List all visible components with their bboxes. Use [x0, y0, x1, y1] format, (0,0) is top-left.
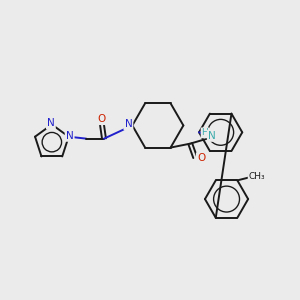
Text: O: O — [197, 153, 205, 164]
Text: CH₃: CH₃ — [249, 172, 265, 181]
Text: N: N — [124, 119, 132, 130]
Text: N: N — [47, 118, 55, 128]
Text: H: H — [202, 128, 208, 137]
Text: N: N — [66, 131, 74, 141]
Text: O: O — [97, 114, 105, 124]
Text: N: N — [208, 131, 216, 141]
